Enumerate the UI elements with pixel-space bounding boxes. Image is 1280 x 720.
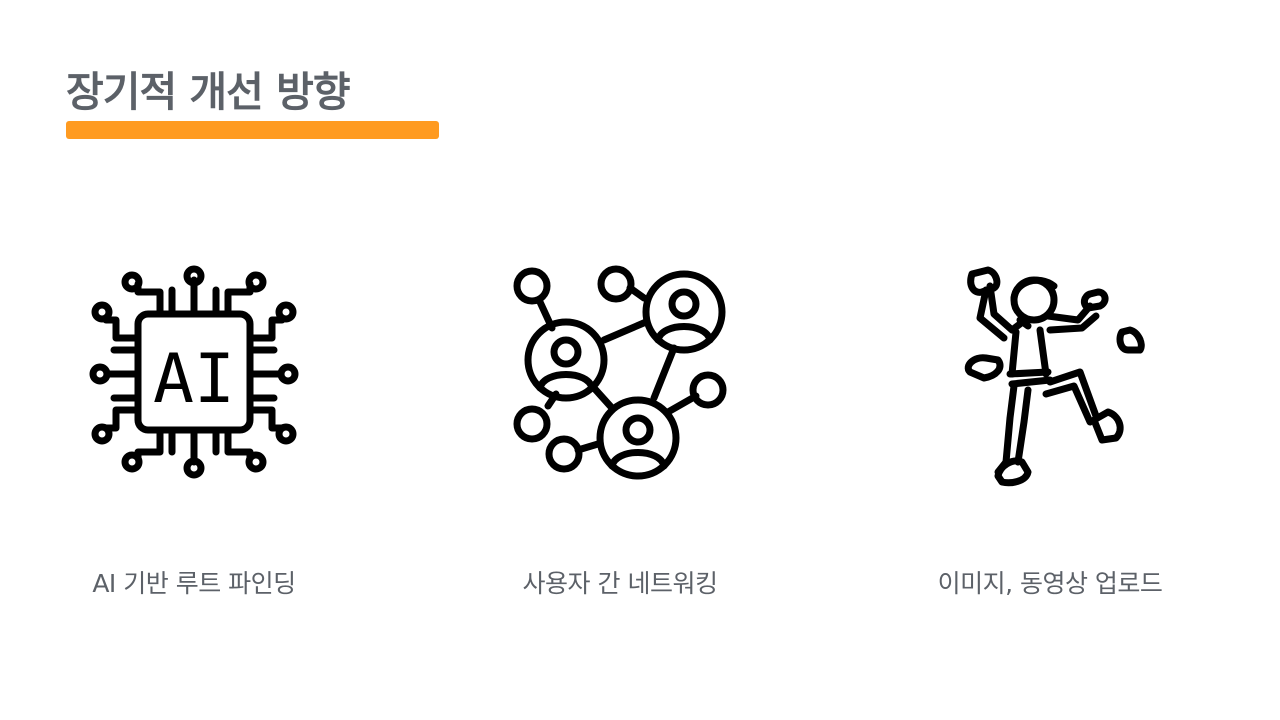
feature-label-media-upload: 이미지, 동영상 업로드: [937, 569, 1163, 598]
ai-chip-text: AI: [153, 340, 235, 419]
feature-label-route-finding: AI 기반 루트 파인딩: [92, 569, 296, 598]
slide-title: 장기적 개선 방향: [66, 68, 351, 116]
ai-chip-icon: AI: [84, 262, 304, 492]
title-accent-bar: [66, 121, 439, 139]
climber-icon: [950, 262, 1170, 492]
network-people-icon: [510, 262, 730, 492]
feature-label-networking: 사용자 간 네트워킹: [522, 569, 718, 598]
